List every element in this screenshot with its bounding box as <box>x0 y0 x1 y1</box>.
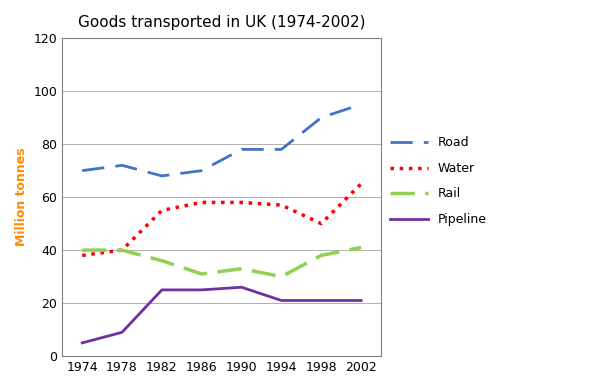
Water <box>317 221 325 226</box>
Road <box>79 168 86 173</box>
Line: Pipeline: Pipeline <box>82 287 361 343</box>
Road <box>198 168 206 173</box>
Water <box>119 248 126 252</box>
Line: Road: Road <box>82 104 361 176</box>
Road <box>317 115 325 120</box>
Pipeline <box>119 330 126 335</box>
Pipeline <box>317 298 325 303</box>
Rail <box>238 266 245 271</box>
Water <box>278 203 285 207</box>
Road <box>278 147 285 152</box>
Water <box>198 200 206 205</box>
Rail <box>278 274 285 279</box>
Rail <box>119 248 126 252</box>
Pipeline <box>357 298 365 303</box>
Y-axis label: Million tonnes: Million tonnes <box>15 148 28 247</box>
Road <box>119 163 126 168</box>
Pipeline <box>198 287 206 292</box>
Rail <box>158 258 166 263</box>
Water <box>158 208 166 213</box>
Pipeline <box>79 340 86 345</box>
Legend: Road, Water, Rail, Pipeline: Road, Water, Rail, Pipeline <box>391 137 487 226</box>
Road <box>238 147 245 152</box>
Water <box>357 182 365 186</box>
Water <box>238 200 245 205</box>
Rail <box>198 272 206 276</box>
Pipeline <box>278 298 285 303</box>
Rail <box>357 245 365 250</box>
Road <box>158 173 166 178</box>
Water <box>79 253 86 258</box>
Line: Water: Water <box>82 184 361 256</box>
Road <box>357 102 365 107</box>
Pipeline <box>158 287 166 292</box>
Line: Rail: Rail <box>82 247 361 277</box>
Rail <box>79 248 86 252</box>
Pipeline <box>238 285 245 289</box>
Rail <box>317 253 325 258</box>
Title: Goods transported in UK (1974-2002): Goods transported in UK (1974-2002) <box>78 15 365 30</box>
